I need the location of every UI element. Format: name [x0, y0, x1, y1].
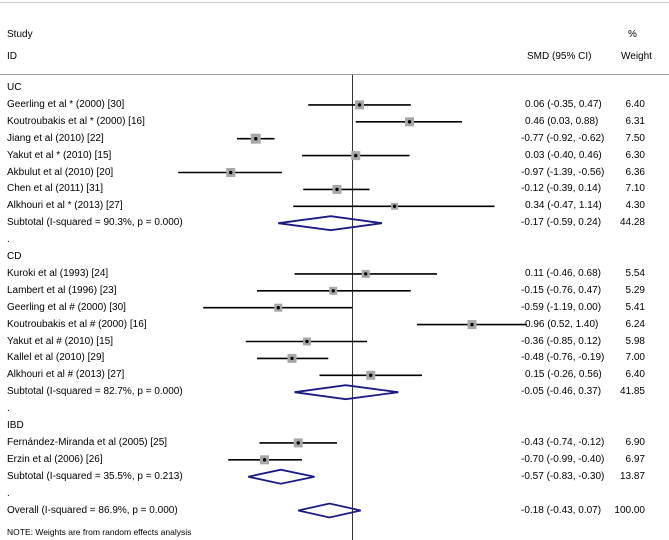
subtotal-diamond	[248, 468, 315, 485]
weight-value: 6.31	[625, 115, 645, 127]
smd-value: -0.36 (-0.85, 0.12)	[521, 335, 602, 347]
header-smd: SMD (95% CI)	[527, 51, 592, 62]
section-label: IBD	[7, 420, 24, 431]
header-weight: Weight	[621, 51, 652, 62]
subtotal-diamond	[294, 384, 399, 401]
spacer-dot: .	[7, 487, 10, 499]
overall-diamond	[298, 502, 361, 519]
spacer-dot: .	[7, 403, 10, 415]
weight-value: 100.00	[614, 504, 645, 516]
overall-label: Overall (I-squared = 86.9%, p = 0.000)	[7, 504, 178, 516]
study-label: Yakut et al # (2010) [15]	[7, 335, 113, 347]
weight-value: 7.10	[625, 183, 645, 195]
subtotal-label: Subtotal (I-squared = 35.5%, p = 0.213)	[7, 470, 183, 482]
smd-value: -0.97 (-1.39, -0.56)	[521, 166, 605, 178]
study-label: Kuroki et al (1993) [24]	[7, 267, 109, 279]
header-percent: %	[628, 29, 637, 40]
smd-value: -0.05 (-0.46, 0.37)	[521, 386, 602, 398]
weight-value: 7.00	[625, 352, 645, 364]
smd-value: 0.11 (-0.46, 0.68)	[525, 267, 601, 279]
study-label: Alkhouri et al * (2013) [27]	[7, 200, 123, 212]
effect-marker-dot	[305, 339, 309, 344]
effect-marker-dot	[290, 356, 294, 361]
study-label: Geerling et al * (2000) [30]	[7, 98, 125, 110]
effect-marker-dot	[407, 120, 412, 124]
effect-marker-dot	[331, 289, 335, 293]
study-label: Yakut et al * (2010) [15]	[7, 149, 112, 161]
effect-marker-dot	[335, 187, 339, 192]
study-label: Akbulut et al (2010) [20]	[7, 166, 114, 178]
weight-value: 6.24	[625, 318, 645, 330]
subtotal-label: Subtotal (I-squared = 82.7%, p = 0.000)	[7, 386, 183, 398]
study-label: Erzin et al (2006) [26]	[7, 453, 103, 465]
study-label: Jiang et al (2010) [22]	[7, 132, 104, 144]
smd-value: -0.48 (-0.76, -0.19)	[521, 352, 605, 364]
smd-value: 0.15 (-0.26, 0.56)	[525, 369, 602, 381]
effect-marker-dot	[262, 458, 267, 462]
smd-value: 0.96 (0.52, 1.40)	[525, 318, 599, 330]
footnote: NOTE: Weights are from random effects an…	[7, 527, 192, 537]
smd-value: -0.43 (-0.74, -0.12)	[521, 436, 605, 448]
effect-marker-dot	[357, 103, 362, 107]
study-label: Koutroubakis et al * (2000) [16]	[7, 115, 145, 127]
header-rule	[0, 74, 669, 75]
smd-value: -0.12 (-0.39, 0.14)	[521, 183, 602, 195]
study-label: Chen et al (2011) [31]	[7, 183, 103, 195]
subtotal-diamond	[278, 215, 383, 232]
section-label: UC	[7, 82, 22, 93]
effect-marker-dot	[296, 441, 300, 445]
weight-value: 13.87	[619, 470, 645, 482]
effect-marker-dot	[369, 373, 373, 377]
effect-marker-dot	[364, 272, 368, 276]
smd-value: -0.57 (-0.83, -0.30)	[521, 470, 605, 482]
weight-value: 6.40	[625, 369, 645, 381]
effect-marker-dot	[254, 137, 258, 141]
smd-value: 0.34 (-0.47, 1.14)	[525, 200, 602, 212]
effect-marker-dot	[276, 306, 280, 310]
smd-value: 0.06 (-0.35, 0.47)	[525, 98, 602, 110]
weight-value: 5.29	[625, 284, 645, 296]
weight-value: 5.41	[625, 301, 645, 313]
study-label: Kallel et al (2010) [29]	[7, 352, 105, 364]
weight-value: 5.98	[625, 335, 645, 347]
smd-value: -0.59 (-1.19, 0.00)	[521, 301, 602, 313]
weight-value: 6.30	[625, 149, 645, 161]
weight-value: 6.36	[625, 166, 645, 178]
weight-value: 6.97	[625, 453, 645, 465]
effect-marker-dot	[354, 153, 358, 158]
effect-marker-dot	[229, 170, 233, 175]
smd-value: -0.77 (-0.92, -0.62)	[521, 132, 605, 144]
smd-value: -0.70 (-0.99, -0.40)	[521, 453, 605, 465]
weight-value: 6.90	[625, 436, 645, 448]
study-label: Fernández-Miranda et al (2005) [25]	[7, 436, 168, 448]
smd-value: -0.18 (-0.43, 0.07)	[521, 504, 602, 516]
effect-marker-dot	[392, 204, 397, 208]
weight-value: 41.85	[619, 386, 645, 398]
study-label: Geerling et al # (2000) [30]	[7, 301, 126, 313]
smd-value: -0.17 (-0.59, 0.24)	[521, 217, 602, 229]
weight-value: 6.40	[625, 98, 645, 110]
smd-value: 0.46 (0.03, 0.88)	[525, 115, 599, 127]
weight-value: 4.30	[625, 200, 645, 212]
study-label: Lambert et al (1996) [23]	[7, 284, 117, 296]
header-id: ID	[7, 51, 17, 62]
smd-value: 0.03 (-0.40, 0.46)	[525, 149, 602, 161]
weight-value: 5.54	[625, 267, 645, 279]
weight-value: 7.50	[625, 132, 645, 144]
subtotal-label: Subtotal (I-squared = 90.3%, p = 0.000)	[7, 217, 183, 229]
study-label: Alkhouri et al # (2013) [27]	[7, 369, 125, 381]
header-study: Study	[7, 29, 33, 40]
section-label: CD	[7, 251, 22, 262]
study-label: Koutroubakis et al # (2000) [16]	[7, 318, 147, 330]
spacer-dot: .	[7, 234, 10, 246]
weight-value: 44.28	[619, 217, 645, 229]
smd-value: -0.15 (-0.76, 0.47)	[521, 284, 602, 296]
top-rule	[0, 2, 669, 3]
effect-marker-dot	[470, 322, 474, 327]
